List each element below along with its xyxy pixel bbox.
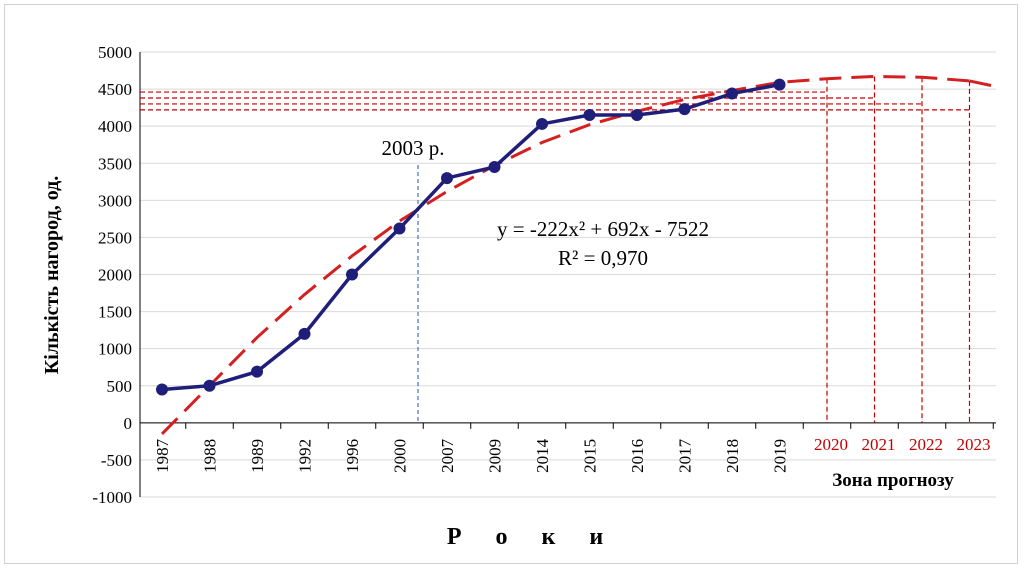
data-point	[583, 109, 596, 122]
y-tick-label: 3000	[98, 191, 132, 210]
data-point	[678, 103, 691, 116]
data-point	[488, 160, 501, 173]
x-tick-labels: 1987 1988 1989 1992 1996 2000 2007 2009 2014 2015…	[153, 422, 994, 473]
data-points	[156, 78, 786, 396]
y-axis-label: Кількість нагород, од.	[41, 176, 63, 375]
y-tick-label: 0	[124, 414, 133, 433]
chart-frame	[4, 4, 1018, 564]
x-tick-label: 1992	[296, 439, 315, 473]
x-tick-label: 1996	[343, 439, 362, 473]
y-tick-label: 1500	[98, 303, 132, 322]
y-tick-label: 1000	[98, 340, 132, 359]
data-point	[631, 109, 643, 122]
x-tick-label: 2009	[486, 439, 505, 473]
gridlines	[140, 51, 996, 498]
y-tick-label: 4000	[98, 117, 132, 136]
trendline-extension	[969, 79, 998, 89]
trendline-path	[160, 74, 970, 436]
year-annotation: 2003 р.	[382, 136, 445, 160]
x-tick-label: 2017	[676, 438, 695, 473]
series-line	[161, 82, 780, 392]
y-tick-label: 4500	[98, 80, 132, 99]
x-tick-label: 2018	[723, 439, 742, 473]
r-squared: R² = 0,970	[558, 246, 648, 270]
x-tick-label: 2014	[533, 438, 552, 473]
x-tick-label: 2015	[581, 439, 600, 473]
y-tick-label: 3500	[98, 154, 132, 173]
forecast-tick-label: 2023	[957, 435, 991, 454]
data-point	[441, 172, 453, 185]
data-point	[203, 379, 216, 392]
y-tick-label: -1000	[92, 488, 132, 507]
data-series	[161, 82, 780, 392]
x-tick-label: 1988	[201, 439, 220, 473]
axes	[139, 52, 996, 497]
x-tick-label: 2000	[391, 439, 410, 473]
forecast-tick-label: 2022	[909, 435, 943, 454]
data-point	[773, 78, 786, 91]
y-tick-label: 2500	[98, 228, 132, 247]
data-point	[536, 117, 548, 130]
y-tick-label: 5000	[98, 43, 132, 62]
x-axis-label: Р о к и	[447, 524, 617, 550]
data-point	[298, 327, 311, 340]
data-point	[726, 87, 738, 100]
y-tick-label: 500	[107, 377, 133, 396]
y-tick-labels: 5000450040003500300025002000150010005000…	[92, 43, 132, 507]
x-tick-label: 1987	[153, 438, 172, 473]
data-point	[156, 383, 168, 396]
x-tick-label: 2007	[438, 438, 457, 473]
data-point	[346, 268, 358, 281]
trend-equation: y = -222x² + 692x - 7522	[497, 217, 709, 241]
data-point	[393, 222, 406, 235]
forecast-zone-label: Зона прогнозу	[832, 470, 954, 491]
x-tick-label: 2016	[628, 439, 647, 473]
forecast-tick-label: 2021	[862, 435, 896, 454]
y-tick-label: 2000	[98, 266, 132, 285]
x-tick-label: 2019	[771, 439, 790, 473]
forecast-tick-label: 2020	[814, 435, 848, 454]
data-point	[251, 365, 263, 378]
forecast-guides	[140, 76, 971, 423]
y-tick-label: -500	[101, 451, 132, 470]
trendline	[160, 74, 998, 436]
x-tick-label: 1989	[248, 439, 267, 473]
